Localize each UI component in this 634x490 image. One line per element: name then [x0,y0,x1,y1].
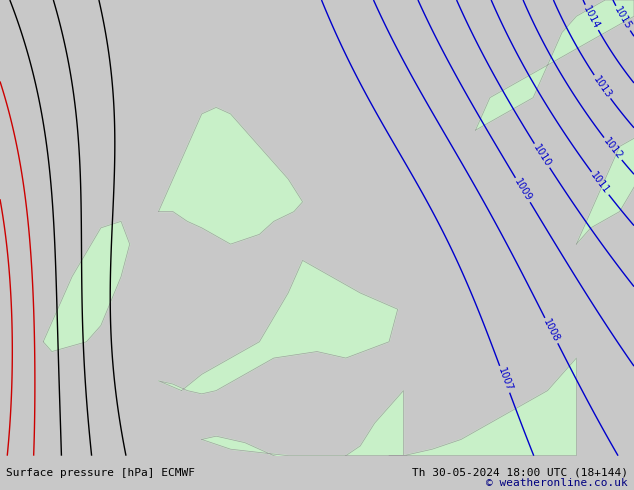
Polygon shape [476,0,634,130]
Text: 1012: 1012 [601,136,624,162]
Polygon shape [576,130,634,244]
Text: 1011: 1011 [589,171,611,196]
Text: 1007: 1007 [496,366,514,392]
Polygon shape [158,260,398,394]
Text: Th 30-05-2024 18:00 UTC (18+144): Th 30-05-2024 18:00 UTC (18+144) [411,467,628,478]
Text: 1008: 1008 [541,318,561,344]
Text: Surface pressure [hPa] ECMWF: Surface pressure [hPa] ECMWF [6,467,195,478]
Text: 1015: 1015 [612,5,633,31]
Text: 1014: 1014 [581,4,602,31]
Polygon shape [389,358,576,456]
Polygon shape [43,221,130,351]
Polygon shape [202,391,403,469]
Text: 1009: 1009 [512,177,533,203]
Text: 1010: 1010 [531,143,553,169]
Text: © weatheronline.co.uk: © weatheronline.co.uk [486,478,628,488]
Text: 1013: 1013 [591,74,613,100]
Polygon shape [158,107,302,244]
